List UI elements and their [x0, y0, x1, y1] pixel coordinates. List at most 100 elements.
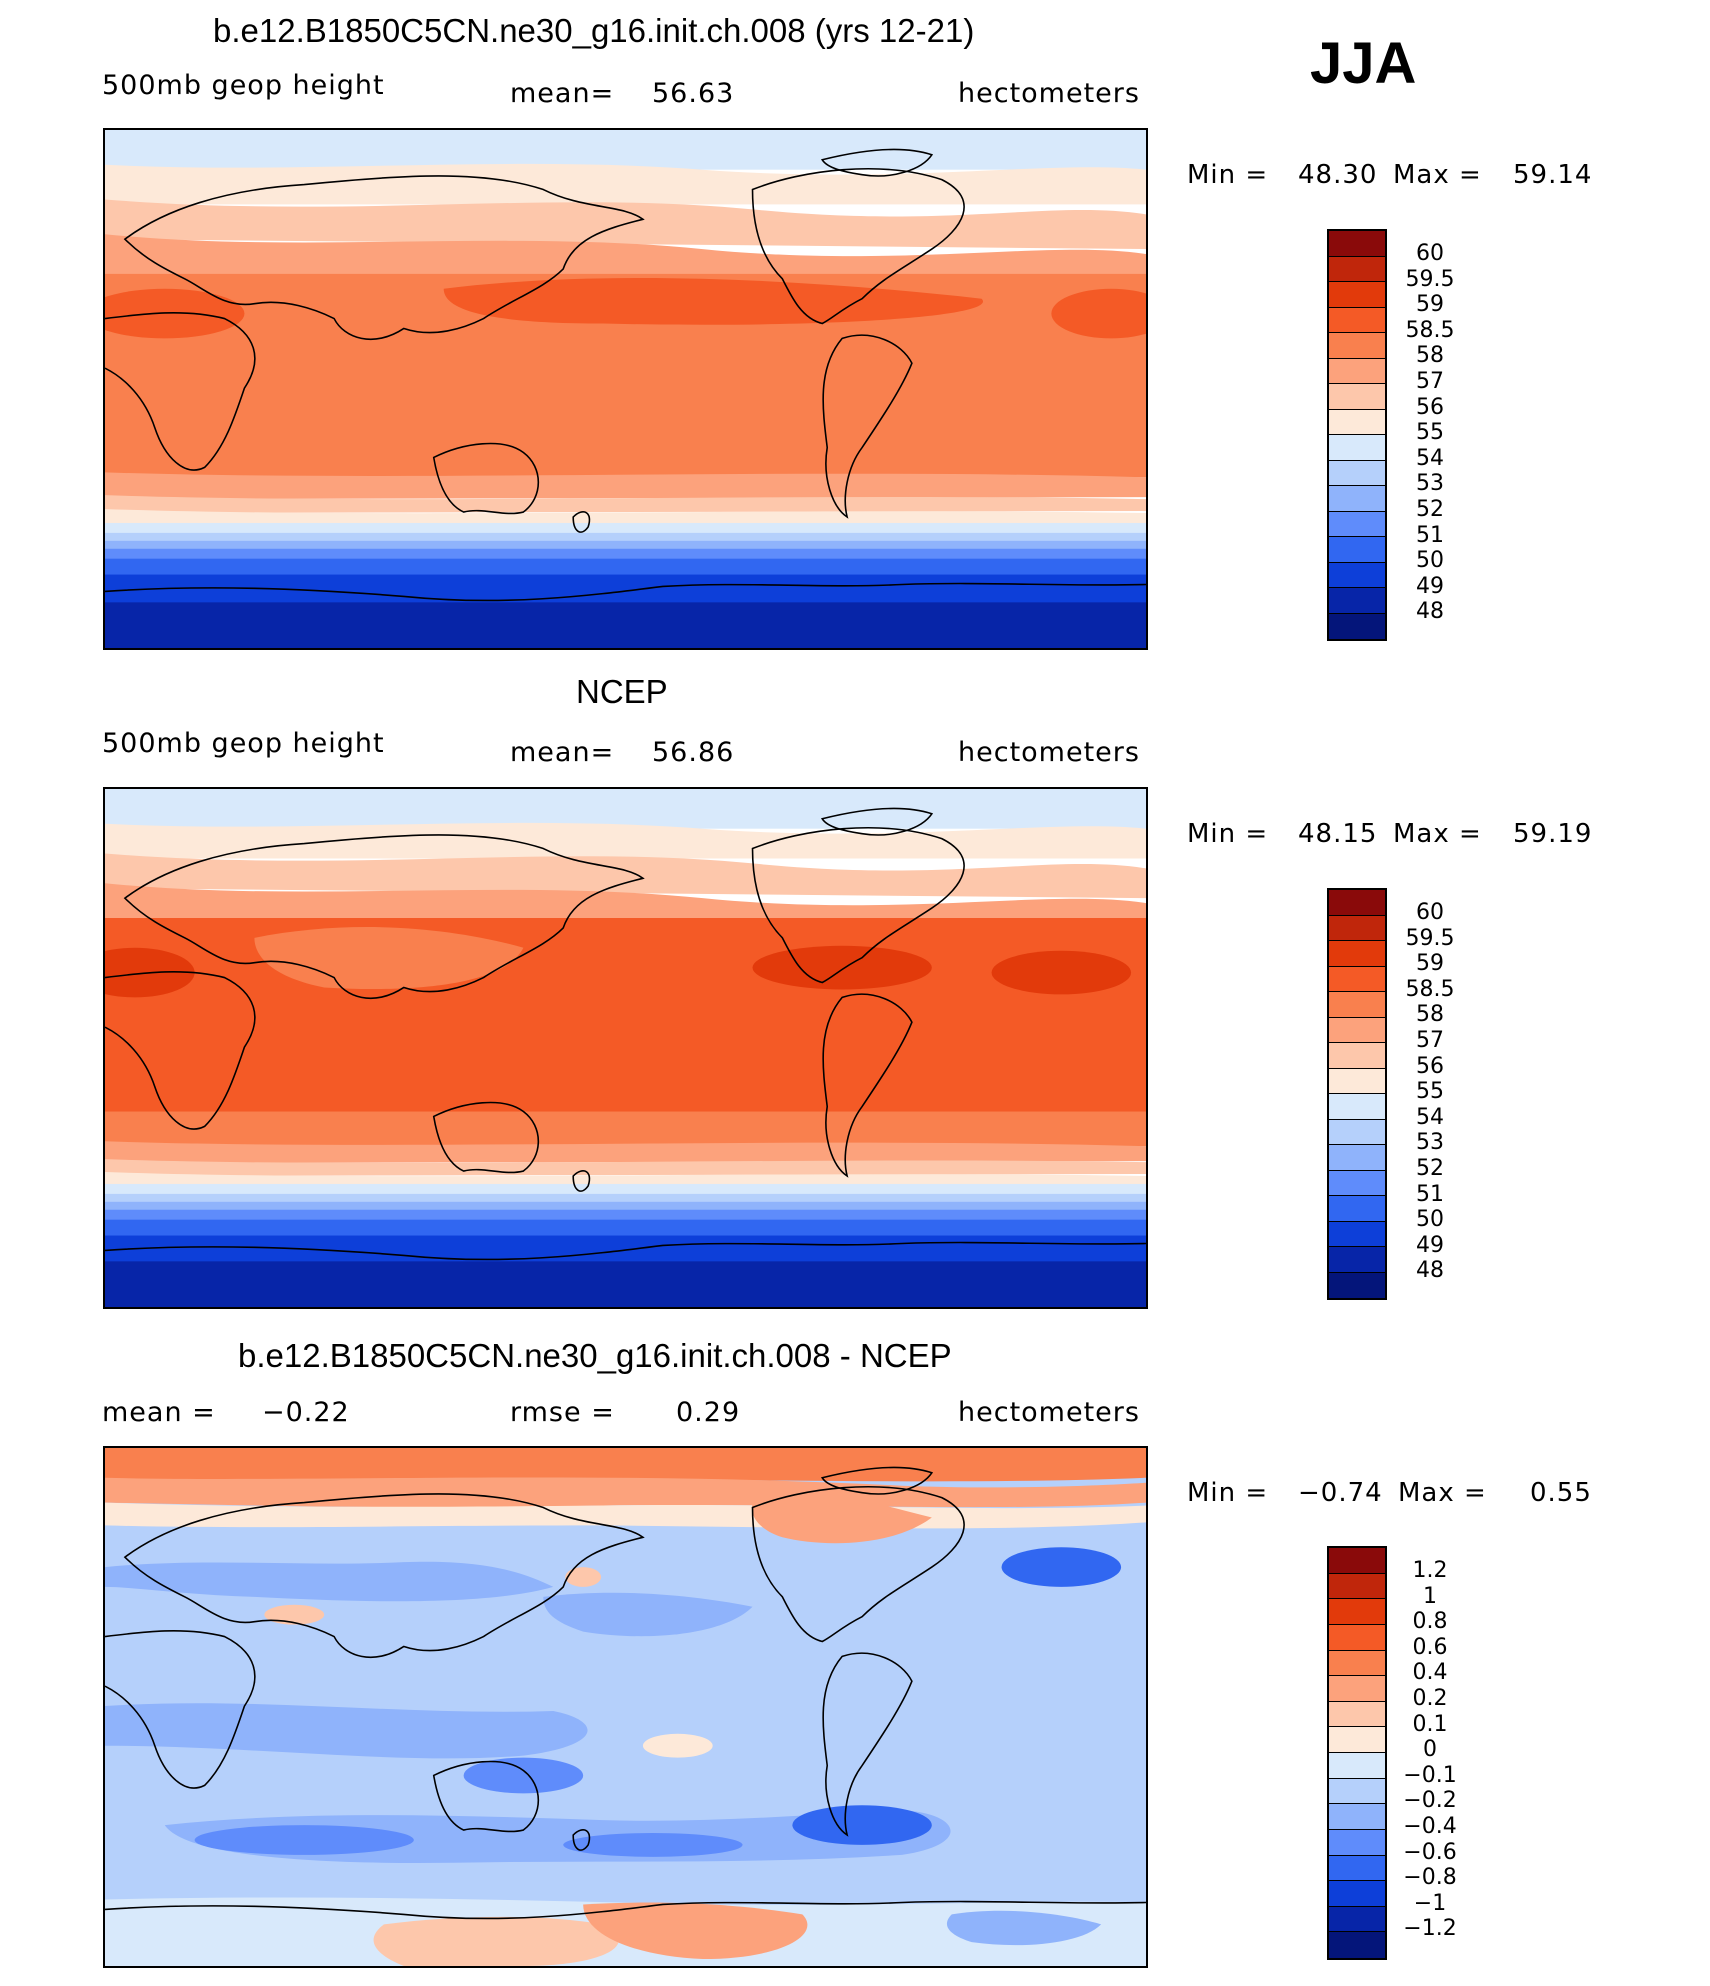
contour-band: [565, 1567, 602, 1587]
coastline-eurasia: [123, 175, 645, 341]
colorbar-swatch: [1329, 1068, 1385, 1094]
contour-band: [752, 1487, 932, 1544]
colorbar-swatch: [1329, 333, 1385, 359]
colorbar-swatch: [1329, 1196, 1385, 1222]
contour-band: [443, 277, 984, 325]
colorbar-swatch: [1329, 1221, 1385, 1247]
coastline-eurasia: [123, 834, 645, 1000]
contour-band: [105, 1261, 1146, 1307]
coastline-australia: [432, 1760, 539, 1833]
panel-1-max-value: 59.14: [1513, 160, 1593, 190]
contour-band: [105, 1209, 1146, 1222]
coastline-south-america: [822, 334, 913, 519]
contour-band: [105, 1219, 1146, 1238]
coastline-eurasia: [123, 1493, 645, 1659]
contour-band: [105, 558, 1146, 577]
colorbar-label: 0.8: [1412, 1609, 1448, 1635]
panel-3-rmse-label: rmse =: [510, 1397, 615, 1428]
coastline-antarctica: [105, 1241, 1146, 1261]
contour-band: [991, 950, 1132, 995]
colorbar-label: 57: [1416, 369, 1444, 394]
coastline-new-zealand: [572, 511, 591, 533]
colorbar-label: 50: [1416, 548, 1444, 574]
colorbar-swatch: [1329, 941, 1385, 967]
colorbar-swatch: [1329, 1145, 1385, 1171]
colorbar-label: 58.5: [1405, 976, 1455, 1002]
panel-2-min-value: 48.15: [1298, 819, 1378, 849]
contour-band: [105, 402, 1146, 478]
panel-2-map: [103, 787, 1148, 1309]
contour-band: [105, 1561, 554, 1602]
panel-2-colorbar: [1327, 888, 1387, 1300]
colorbar-swatch: [1329, 435, 1385, 461]
colorbar-label: 0: [1423, 1737, 1437, 1763]
colorbar-swatch: [1329, 1170, 1385, 1196]
panel-2-min-label: Min =: [1187, 819, 1269, 849]
contour-band: [105, 1201, 1146, 1212]
contour-band: [105, 522, 1146, 535]
colorbar-swatch: [1329, 409, 1385, 435]
panel-1-units: hectometers: [958, 78, 1140, 109]
colorbar-label: 54: [1416, 1104, 1444, 1130]
coastline-antarctica: [105, 582, 1146, 602]
coastline-antarctica: [105, 1900, 1146, 1920]
contour-band: [264, 1604, 325, 1625]
colorbar-label: 1.2: [1412, 1558, 1448, 1583]
colorbar-label: 58.5: [1405, 317, 1455, 343]
colorbar-swatch: [1329, 1094, 1385, 1120]
colorbar-label: 52: [1416, 497, 1444, 522]
colorbar-swatch: [1329, 1701, 1385, 1728]
contour-band: [1051, 288, 1146, 339]
contour-band: [105, 472, 1146, 500]
colorbar-swatch: [1329, 384, 1385, 410]
panel-3-max-label: Max =: [1398, 1478, 1487, 1508]
colorbar-label: 0.4: [1412, 1660, 1448, 1686]
contour-band: [543, 1592, 753, 1637]
colorbar-swatch: [1329, 1017, 1385, 1043]
colorbar-swatch: [1329, 256, 1385, 282]
colorbar-swatch: [1329, 1247, 1385, 1273]
coastline-greenland: [820, 807, 934, 836]
panel-1-mean-value: 56.63: [652, 78, 735, 109]
colorbar-label: 53: [1416, 471, 1444, 497]
coastline-australia: [432, 442, 539, 515]
panel-3-contour-field: [105, 1448, 1146, 1966]
colorbar-swatch: [1329, 460, 1385, 486]
coastline-south-america: [822, 993, 913, 1178]
colorbar-label: 59: [1416, 292, 1444, 318]
coastline-africa: [105, 312, 256, 471]
colorbar-label: −1: [1413, 1890, 1447, 1916]
panel-2-max-label: Max =: [1393, 819, 1482, 849]
panel-1-mean-label: mean=: [510, 78, 615, 109]
coastlines: [105, 807, 1146, 1261]
colorbar-label: 59.5: [1405, 925, 1455, 951]
contour-band: [105, 1141, 1146, 1164]
panel-2-contour-field: [105, 789, 1146, 1307]
panel-3-colorbar: [1327, 1546, 1387, 1960]
colorbar-label: −1.2: [1403, 1916, 1457, 1942]
panel-2-units: hectometers: [958, 737, 1140, 768]
coastline-africa: [105, 1630, 256, 1789]
contour-band: [105, 1193, 1146, 1204]
panel-1-max-label: Max =: [1393, 160, 1482, 190]
contour-band: [105, 789, 1146, 829]
panel-1-map: [103, 128, 1148, 650]
colorbar-label: 0.6: [1412, 1634, 1448, 1660]
coastline-greenland: [820, 148, 934, 177]
panel-3-min-label: Min =: [1187, 1478, 1269, 1508]
coastline-new-zealand: [572, 1829, 591, 1851]
contour-band: [1001, 1547, 1122, 1587]
colorbar-label: 55: [1416, 420, 1444, 446]
contour-band: [105, 1183, 1146, 1196]
panel-1-contour-field: [105, 130, 1146, 648]
contour-band: [105, 509, 1146, 525]
colorbar-swatch: [1329, 486, 1385, 512]
colorbar-label: 0.1: [1412, 1711, 1448, 1737]
contour-band: [105, 540, 1146, 551]
contour-band: [105, 130, 1146, 170]
contour-band: [105, 602, 1146, 648]
colorbar-label: −0.2: [1403, 1788, 1457, 1814]
contour-band: [105, 1111, 1146, 1147]
colorbar-label: 60: [1416, 900, 1444, 925]
coastlines: [105, 148, 1146, 602]
